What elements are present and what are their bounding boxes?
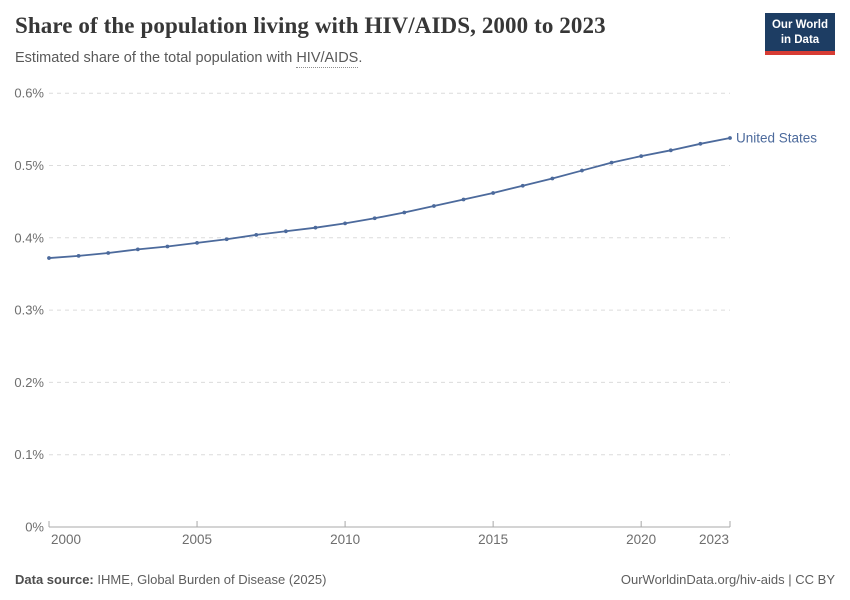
data-point[interactable] xyxy=(432,204,436,208)
data-point[interactable] xyxy=(461,197,466,202)
data-point[interactable] xyxy=(224,237,229,242)
data-source: Data source: IHME, Global Burden of Dise… xyxy=(15,572,326,587)
data-point[interactable] xyxy=(580,168,584,173)
data-point[interactable] xyxy=(165,244,170,249)
data-point[interactable] xyxy=(520,183,525,188)
data-point[interactable] xyxy=(550,176,555,181)
data-point[interactable] xyxy=(283,229,288,234)
chart-footer: Data source: IHME, Global Burden of Dise… xyxy=(15,572,835,587)
owid-logo[interactable]: Our World in Data xyxy=(765,13,835,56)
x-axis-tick-label: 2023 xyxy=(699,532,729,547)
y-axis-tick-label: 0.1% xyxy=(14,447,44,462)
y-axis-tick-label: 0.5% xyxy=(14,158,44,173)
data-point[interactable] xyxy=(698,141,703,146)
data-point[interactable] xyxy=(491,191,496,195)
owid-logo-line1: Our World xyxy=(771,19,828,31)
x-axis-tick-label: 2005 xyxy=(182,532,212,547)
data-point[interactable] xyxy=(76,253,81,258)
line-chart[interactable]: 0% 0.1% 0.2% 0.3% 0.4% 0.5% 0.6% 2000 2005 2010 20… xyxy=(0,80,850,550)
data-point[interactable] xyxy=(728,136,732,140)
x-axis-tick-label: 2000 xyxy=(51,532,81,547)
chart-subtitle: Estimated share of the total population … xyxy=(15,49,755,68)
series-line-united-states[interactable] xyxy=(48,137,731,259)
owid-logo-line2: in Data xyxy=(780,33,820,46)
data-point[interactable] xyxy=(195,240,199,245)
owid-url-license[interactable]: OurWorldinData.org/hiv-aids | CC BY xyxy=(620,572,835,587)
data-point[interactable] xyxy=(639,154,644,159)
data-point[interactable] xyxy=(668,148,673,153)
data-point[interactable] xyxy=(106,251,111,255)
data-point[interactable] xyxy=(47,256,51,260)
data-point[interactable] xyxy=(313,225,318,230)
subtitle-period: . xyxy=(358,49,363,66)
x-axis-tick-label: 2020 xyxy=(626,532,656,547)
y-axis-tick-label: 0.4% xyxy=(14,230,44,245)
subtitle-text: Estimated share of the total population … xyxy=(15,49,297,66)
entity-label-united-states[interactable]: United States xyxy=(736,131,817,146)
data-point[interactable] xyxy=(609,160,614,165)
data-point[interactable] xyxy=(402,210,407,215)
y-axis-tick-label: 0.3% xyxy=(14,303,44,318)
data-point[interactable] xyxy=(135,247,140,252)
x-axis-tick-label: 2015 xyxy=(478,532,508,547)
data-source-text: IHME, Global Burden of Disease (2025) xyxy=(93,572,327,587)
y-axis-tick-label: 0.2% xyxy=(14,375,44,390)
data-point[interactable] xyxy=(254,233,259,237)
data-point[interactable] xyxy=(372,216,377,221)
y-axis-tick-label: 0.6% xyxy=(14,86,44,101)
x-axis-tick-label: 2010 xyxy=(330,532,360,547)
subtitle-link-hiv-aids[interactable]: HIV/AIDS xyxy=(296,49,359,68)
y-axis-tick-label: 0% xyxy=(25,520,44,535)
data-source-label: Data source: xyxy=(15,572,94,587)
data-point[interactable] xyxy=(343,221,347,226)
chart-title: Share of the population living with HIV/… xyxy=(15,13,606,38)
chart-header: Share of the population living with HIV/… xyxy=(15,12,755,68)
